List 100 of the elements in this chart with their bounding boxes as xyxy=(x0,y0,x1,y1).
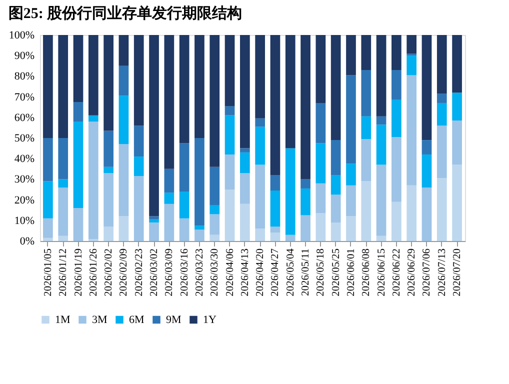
x-tick-label: 2026/05/18 xyxy=(316,248,327,296)
bar xyxy=(255,118,265,127)
x-tick-label: 2026/04/27 xyxy=(270,248,282,296)
bar xyxy=(436,35,447,94)
bar xyxy=(330,35,341,140)
bar xyxy=(104,130,114,167)
bar xyxy=(240,148,250,152)
x-tick-label: 2026/06/29 xyxy=(406,248,418,296)
x-tick-label: 2026/03/23 xyxy=(194,248,206,296)
bar xyxy=(376,35,386,116)
x-tick-label: 2026/01/05 xyxy=(42,248,54,296)
y-tick-label: 70% xyxy=(14,91,34,104)
bar xyxy=(210,214,220,235)
bar xyxy=(118,35,129,66)
bar xyxy=(118,216,129,241)
bar xyxy=(376,236,386,241)
bar xyxy=(330,140,341,176)
bar xyxy=(104,226,114,241)
bar xyxy=(149,216,159,220)
bar xyxy=(240,204,250,241)
bar xyxy=(376,164,386,236)
x-tick-label: 2026/03/09 xyxy=(164,248,176,296)
bar xyxy=(361,35,372,70)
bar xyxy=(194,230,204,241)
bar xyxy=(58,138,68,180)
bar xyxy=(58,236,68,241)
bar xyxy=(164,204,174,241)
legend-label: 9M xyxy=(166,314,182,326)
bar xyxy=(300,188,310,216)
bar xyxy=(436,102,447,126)
bar xyxy=(88,115,98,122)
x-tick-label: 2026/01/12 xyxy=(58,248,70,296)
bar xyxy=(346,164,356,186)
bar xyxy=(255,126,265,165)
bar xyxy=(422,187,432,241)
bar xyxy=(392,70,402,100)
bar xyxy=(300,35,310,180)
bar xyxy=(58,179,68,188)
x-tick-label: 2026/06/15 xyxy=(376,248,388,296)
x-tick-label: 2026/05/11 xyxy=(300,248,312,296)
bar xyxy=(43,181,53,218)
x-tick-label: 2026/04/06 xyxy=(224,248,236,296)
bar xyxy=(316,183,326,214)
bar xyxy=(270,35,280,176)
bar xyxy=(194,226,204,230)
bar xyxy=(43,238,53,241)
bar xyxy=(255,164,265,229)
bar xyxy=(255,228,265,241)
bar xyxy=(88,122,98,239)
bar xyxy=(392,202,402,241)
x-tick-label: 2026/05/04 xyxy=(285,248,296,296)
bar xyxy=(270,175,280,191)
x-tick-label: 2026/06/22 xyxy=(391,248,402,296)
legend-label: 3M xyxy=(92,314,108,326)
bar xyxy=(43,35,53,138)
bar xyxy=(316,102,326,144)
bar xyxy=(149,222,159,241)
bar xyxy=(224,115,235,154)
bar xyxy=(406,56,417,76)
bar xyxy=(452,92,462,120)
x-tick-label: 2026/06/01 xyxy=(346,248,357,296)
bar xyxy=(240,152,250,174)
bar xyxy=(330,194,341,222)
bar xyxy=(179,143,190,192)
bar xyxy=(73,122,84,208)
bar xyxy=(240,35,250,148)
bar xyxy=(255,35,265,118)
bar xyxy=(316,143,326,184)
bar xyxy=(194,35,204,138)
bar xyxy=(346,35,356,76)
bar xyxy=(134,156,144,176)
bar xyxy=(210,166,220,205)
bar xyxy=(361,70,372,116)
x-tick-label: 2026/02/02 xyxy=(104,248,115,296)
bar xyxy=(88,35,98,116)
bar xyxy=(392,136,402,202)
x-tick-label: 2026/01/19 xyxy=(73,248,84,296)
bar xyxy=(392,100,402,137)
bar xyxy=(406,35,417,54)
bar xyxy=(346,185,356,216)
bar xyxy=(210,35,220,167)
bar xyxy=(285,234,296,241)
bar xyxy=(210,234,220,241)
legend-label: 1M xyxy=(55,314,70,326)
bar xyxy=(164,168,174,193)
bar xyxy=(316,35,326,103)
bar xyxy=(376,116,386,125)
x-tick-label: 2026/06/08 xyxy=(361,248,372,296)
bar xyxy=(134,35,144,126)
bar xyxy=(179,192,190,218)
x-tick-label: 2026/05/25 xyxy=(330,248,342,296)
bar xyxy=(436,94,447,103)
bar xyxy=(134,126,144,157)
x-tick-label: 2026/01/26 xyxy=(88,248,100,296)
bar xyxy=(452,35,462,93)
bar xyxy=(134,176,144,241)
bar xyxy=(73,35,84,102)
bar xyxy=(270,226,280,233)
bar xyxy=(270,232,280,241)
bar xyxy=(58,35,68,138)
